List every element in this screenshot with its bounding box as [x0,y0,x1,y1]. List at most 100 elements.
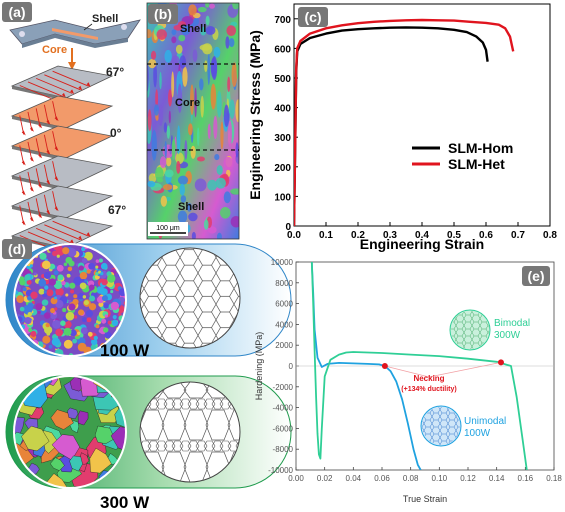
ebsd-grain [168,110,171,124]
fine-grain [78,265,84,271]
scan-arrow-icon [54,176,59,182]
ebsd-grain [188,4,197,16]
plate-stack [10,65,114,252]
y-tick-label: 400 [274,104,291,115]
y-tick-label: 8000 [275,279,293,288]
panel-d: 100 W 300 W (d) [2,239,292,512]
scan-arrow-icon [46,179,51,185]
x-tick-label: 0.14 [489,474,505,483]
fine-grain [39,252,47,260]
fine-grain [110,301,120,311]
fine-grain [24,316,32,325]
x-tick-label: 0.06 [374,474,390,483]
core-strip [52,28,98,40]
fine-grain [101,318,107,324]
fine-grain [45,323,50,328]
fine-grain [98,301,104,308]
fine-grain [67,248,77,257]
ebsd-grain [153,62,157,88]
y-tick-label: -4000 [273,404,294,413]
fine-grain [62,247,70,255]
fine-grain [65,311,75,321]
fine-grain [49,263,56,270]
fine-grain [27,311,33,317]
fine-grain [37,310,41,315]
y-tick-label: 700 [274,15,291,26]
x-tick-label: 0.2 [351,230,365,241]
fine-grain [79,271,88,280]
scan-arrow-icon [86,82,91,88]
ebsd-grain [188,212,198,222]
chart-e-series [310,262,528,470]
series-line-unimodal [310,262,422,470]
scan-arrow-icon [54,146,59,152]
fine-grain [29,350,35,356]
ebsd-grain [214,153,220,161]
legend-het-label: SLM-Het [448,156,505,172]
ebsd-grain [188,123,193,136]
x-tick-label: 0.6 [479,230,493,241]
fine-grain [26,279,32,285]
ebsd-grain [205,26,216,35]
fine-grain [48,344,53,349]
scan-arrow-icon [29,126,34,132]
fine-grain [95,265,99,269]
fine-grain [68,260,75,267]
ebsd-grain [175,152,184,165]
panel-b: (b) Shell Core Shell 100 μm [146,2,240,240]
necking-label: Necking [413,374,444,383]
ebsd-grain [162,184,173,191]
y-tick-label: 500 [274,74,291,85]
coarse-grain [89,447,112,474]
scan-arrow-icon [86,232,91,238]
ebsd-grain [232,3,239,10]
ebsd-grain [171,138,176,160]
ebsd-grain [236,51,239,80]
ebsd-grain [223,104,230,128]
b-core-label: Core [175,97,200,109]
fine-grain [41,260,51,270]
ebsd-grain [207,123,211,139]
fine-grain [101,295,108,302]
ebsd-grain [150,50,157,60]
series-line-bimodal [310,262,528,470]
coarse-grain [16,477,29,488]
necking-leader [428,361,502,378]
scan-arrow-icon [61,92,66,98]
panel-e-tag: (e) [527,268,544,284]
ebsd-grain [197,6,207,13]
fine-grain [72,338,78,344]
b-shell-top-label: Shell [180,23,206,35]
ebsd-grain [210,57,217,78]
fine-grain [101,278,108,286]
ebsd-grain [229,99,235,120]
bimodal-power: 300W [494,330,521,341]
plate-layer [10,95,114,136]
y-tick-label: -6000 [273,424,294,433]
scan-arrow-icon [38,213,43,219]
scan-arrow-icon [46,119,51,125]
fine-grain [83,300,89,306]
ebsd-grain [213,115,218,140]
fine-grain [27,295,32,301]
ebsd-grain [159,156,167,169]
scan-arrow-icon [38,153,43,159]
ebsd-grain [156,178,164,183]
ebsd-grain [171,71,175,98]
fine-grain [107,320,112,325]
coarse-grain [94,425,115,445]
ebsd-grain [207,226,217,234]
y-tick-label: 6000 [275,300,293,309]
coarse-grain [21,425,50,452]
ebsd-grain [148,58,157,69]
fine-grain [61,280,66,286]
power-label-300w: 300 W [100,493,150,512]
plate-layer [10,65,114,102]
fine-grain [66,273,71,278]
scan-arrow-icon [38,123,43,129]
x-tick-label: 0.02 [317,474,333,483]
fine-grain [104,331,112,339]
ebsd-grain [235,99,239,123]
fine-grain [84,279,88,283]
ebsd-grain [216,90,222,118]
